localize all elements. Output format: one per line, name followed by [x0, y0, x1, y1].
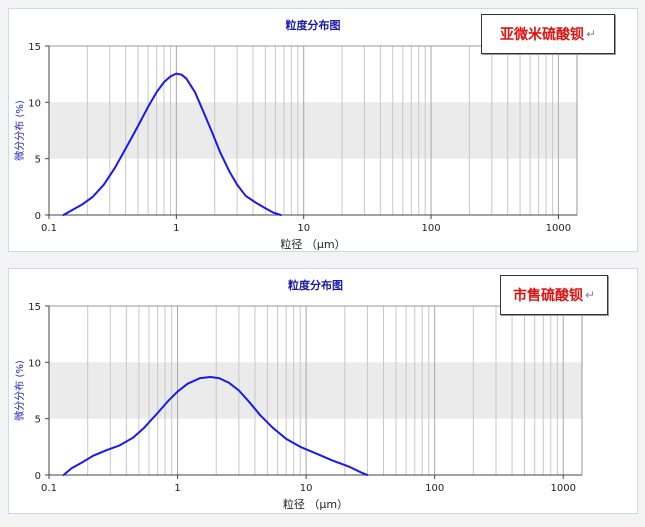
- y-tick-label: 5: [35, 155, 41, 166]
- x-tick-label: 1: [173, 223, 179, 234]
- y-tick-label: 0: [35, 471, 41, 482]
- x-tick-label: 100: [421, 223, 440, 234]
- y-tick-label: 0: [35, 211, 41, 222]
- x-axis-label: 粒径 （μm）: [283, 497, 348, 511]
- y-tick-label: 15: [28, 42, 41, 53]
- shaded-band: [49, 362, 582, 419]
- x-tick-label: 1: [174, 483, 180, 494]
- x-tick-label: 10: [297, 223, 310, 234]
- distribution-curve: [62, 72, 282, 216]
- y-tick-label: 15: [28, 302, 41, 313]
- return-mark-icon: ↵: [584, 288, 596, 302]
- x-tick-label: 100: [425, 483, 444, 494]
- label-submicron-text: 亚微米硫酸钡: [499, 27, 584, 43]
- y-axis-label: 微分分布 (%): [13, 100, 26, 161]
- chart-title: 粒度分布图: [286, 18, 341, 32]
- chart-title: 粒度分布图: [288, 278, 343, 292]
- label-box-commercial: 市售硫酸钡 ↵: [500, 275, 608, 315]
- y-axis-label: 微分分布 (%): [13, 360, 26, 421]
- x-tick-label: 10: [300, 483, 313, 494]
- x-tick-label: 0.1: [41, 223, 57, 234]
- x-tick-label: 1000: [550, 483, 575, 494]
- y-tick-label: 5: [35, 415, 41, 426]
- shaded-band: [49, 102, 577, 159]
- distribution-curve: [62, 376, 369, 476]
- x-axis-label: 粒径 （μm）: [280, 237, 345, 251]
- return-mark-icon: ↵: [585, 27, 597, 41]
- y-tick-label: 10: [28, 358, 41, 369]
- x-tick-label: 1000: [546, 223, 571, 234]
- x-tick-label: 0.1: [41, 483, 57, 494]
- label-box-submicron: 亚微米硫酸钡 ↵: [481, 14, 615, 54]
- y-tick-label: 10: [28, 98, 41, 109]
- label-commercial-text: 市售硫酸钡: [512, 288, 583, 304]
